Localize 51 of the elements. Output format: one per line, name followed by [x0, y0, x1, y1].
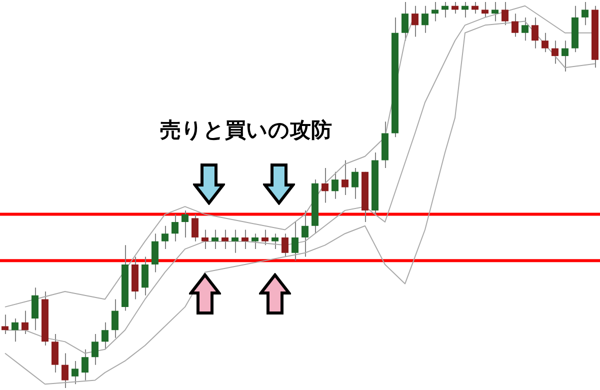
candlestick: [182, 210, 188, 238]
candlestick: [142, 256, 148, 296]
candlestick: [472, 2, 478, 14]
candlestick: [262, 229, 268, 246]
candlestick: [542, 32, 548, 53]
candlestick: [342, 160, 348, 196]
candlestick: [482, 2, 488, 18]
candlestick: [252, 233, 258, 250]
candlestick: [412, 5, 418, 38]
candlestick: [502, 2, 508, 26]
candlestick: [102, 322, 108, 350]
candlestick: [152, 233, 158, 273]
candlestick: [22, 310, 28, 334]
candlestick: [222, 229, 228, 250]
annotation: 売りと買いの攻防: [160, 116, 332, 144]
candlestick: [172, 214, 178, 242]
candlestick: [62, 352, 68, 388]
candlestick: [112, 298, 118, 338]
candlestick: [82, 348, 88, 381]
candlestick: [242, 229, 248, 250]
candlestick: [402, 2, 408, 42]
candlestick: [422, 5, 428, 34]
candlestick: [512, 13, 518, 38]
candlestick: [72, 360, 78, 385]
candlestick: [332, 171, 338, 200]
candlestick: [92, 333, 98, 366]
candlestick: [552, 40, 558, 64]
candlestick: [452, 2, 458, 14]
candlestick: [302, 210, 308, 258]
candlestick: [212, 229, 218, 250]
candlestick: [232, 229, 238, 254]
candlestick: [522, 16, 528, 42]
candlestick: [292, 222, 298, 262]
candlestick: [282, 233, 288, 258]
candlestick: [462, 2, 468, 18]
candlestick: [442, 2, 448, 18]
candlestick: [32, 287, 38, 331]
candlestick: [52, 333, 58, 374]
candlestick: [582, 2, 588, 26]
candlestick: [272, 233, 278, 250]
candlestick: [532, 16, 538, 49]
candlestick: [202, 229, 208, 250]
candlestick: [162, 225, 168, 250]
candlestick: [192, 214, 198, 242]
candlestick: [2, 314, 8, 334]
candlestick: [432, 2, 438, 22]
candlestick: [322, 167, 328, 204]
candlestick: [562, 40, 568, 72]
candlestick: [492, 2, 498, 22]
candlestick: [352, 167, 358, 200]
candlestick: [12, 318, 18, 342]
